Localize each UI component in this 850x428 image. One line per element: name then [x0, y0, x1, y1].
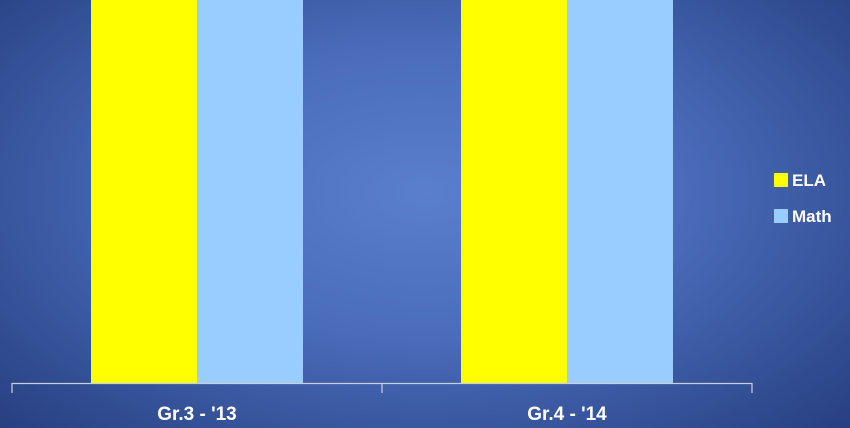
legend: ELA Math — [774, 171, 832, 226]
legend-label-ela: ELA — [792, 171, 826, 190]
bar-ela-0 — [91, 0, 197, 384]
legend-swatch-math — [774, 209, 788, 223]
legend-label-math: Math — [792, 207, 832, 226]
legend-swatch-ela — [774, 173, 788, 187]
bar-math-0 — [197, 0, 303, 383]
category-label-1: Gr.4 - '14 — [527, 404, 607, 425]
bar-math-1 — [567, 0, 673, 383]
category-labels-group: Gr.3 - '13 Gr.4 - '14 — [157, 404, 607, 425]
x-axis-ticks — [11, 383, 753, 393]
category-label-0: Gr.3 - '13 — [157, 404, 237, 425]
bars-group — [91, 0, 673, 384]
bar-ela-1 — [461, 0, 567, 383]
